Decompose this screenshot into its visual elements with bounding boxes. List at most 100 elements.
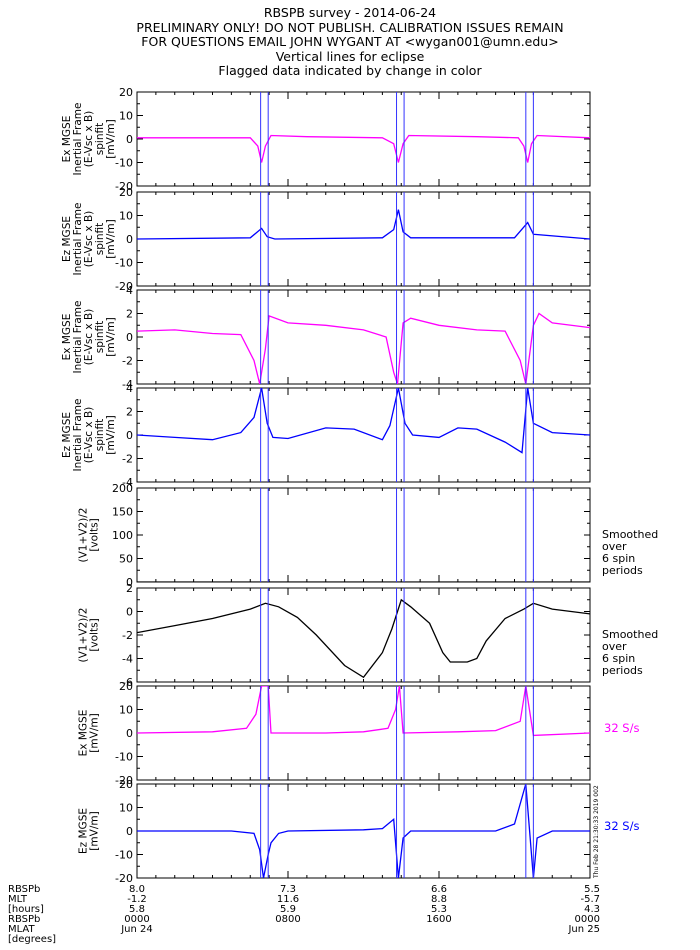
y-axis-label-line: Ez MGSE	[78, 808, 90, 854]
y-tick-label: 10	[119, 110, 133, 123]
ephemeris-value-mlt: 6.6	[431, 884, 447, 895]
y-tick-label: 0	[126, 233, 133, 246]
timestamp-stamp: Thu Feb 28 21:30:33 2019 002	[593, 785, 600, 879]
y-axis-label-line: [volts]	[89, 618, 101, 651]
panel-ez3: 20 10 0 -10 -20 Ez MGSE [mV/m] 32 S/s	[78, 778, 640, 885]
ephemeris-value-l: 5.8	[129, 904, 145, 915]
chart-header: RBSPB survey - 2014-06-24 PRELIMINARY ON…	[0, 5, 700, 79]
y-tick-label: 0	[126, 825, 133, 838]
y-axis-label-line: Ex MGSE	[61, 116, 73, 163]
y-tick-label: -10	[115, 257, 133, 270]
warning-line-1: PRELIMINARY ONLY! DO NOT PUBLISH. CALIBR…	[136, 19, 564, 35]
ephemeris-row-label: MLAT	[8, 924, 35, 935]
y-tick-label: -10	[115, 849, 133, 862]
y-axis-label-line: [mV/m]	[89, 713, 101, 752]
timestamp-text: Thu Feb 28 21:30:33 2019 002	[593, 785, 600, 879]
y-axis-label-line: spinfit	[94, 321, 106, 353]
ephemeris-row-label: [hours]	[8, 904, 44, 915]
y-axis-label: Ex MGSE Inertial Frame (E-Vsc x B) spinfit[…	[61, 301, 117, 374]
y-tick-label: -2	[122, 355, 133, 368]
y-axis-label-line: Ex MGSE	[78, 710, 90, 757]
y-axis-label-line: [mV/m]	[89, 811, 101, 850]
sample-rate-label: 32 S/s	[604, 819, 639, 833]
panel-ex2: 4 2 0 -2 -4 Ex MGSE Inertial Frame (E-Vsc x B) s…	[61, 284, 591, 391]
y-axis-label-line: (E-Vsc x B)	[83, 211, 95, 268]
chart-title: RBSPB survey - 2014-06-24	[263, 5, 437, 20]
ephemeris-value-time: 1600	[426, 914, 451, 925]
ephemeris-value-mlt: 5.5	[584, 884, 600, 895]
y-tick-label: 10	[119, 704, 133, 717]
y-tick-label: 4	[126, 382, 133, 395]
y-axis-label-line: spinfit	[94, 123, 106, 155]
y-tick-label: 0	[126, 429, 133, 442]
y-tick-label: 20	[119, 778, 133, 791]
y-tick-label: 100	[112, 529, 133, 542]
y-tick-label: 0	[126, 576, 133, 589]
y-tick-label: 4	[126, 284, 133, 297]
y-axis-label: (V1+V2)/2 [volts]	[78, 608, 101, 663]
y-tick-label: 10	[119, 802, 133, 815]
y-tick-label: -10	[115, 751, 133, 764]
ephemeris-value-mlt: 7.3	[280, 884, 296, 895]
series-line-ez1	[137, 209, 590, 240]
y-tick-label: -20	[115, 280, 133, 293]
ephemeris-value-time: 0800	[275, 914, 300, 925]
y-axis-label: (V1+V2)/2 [volts]	[78, 508, 101, 563]
ephemeris-value-time: 0000	[124, 914, 149, 925]
y-axis-label-line: [mV/m]	[105, 219, 117, 258]
series-note: over	[602, 540, 627, 553]
series-line-ex3	[137, 686, 590, 737]
panel-frame	[136, 487, 591, 583]
y-tick-label: 0	[126, 606, 133, 619]
y-axis-label-line: Inertial Frame	[72, 203, 84, 276]
ephemeris-value-date: Jun 24	[120, 924, 153, 935]
y-axis-label-line: Inertial Frame	[72, 399, 84, 472]
y-axis-label-line: Inertial Frame	[72, 103, 84, 176]
flag-note: Flagged data indicated by change in colo…	[218, 63, 482, 78]
y-axis-label: Ex MGSE Inertial Frame (E-Vsc x B) spinfit[…	[61, 103, 117, 176]
series-line-v2	[137, 598, 590, 679]
panel-v1: 200 150 100 50 0 (V1+V2)/2 [volts] Smoothedover…	[78, 482, 659, 589]
y-tick-label: 0	[126, 727, 133, 740]
y-tick-label: -2	[122, 629, 133, 642]
y-tick-label: 150	[112, 506, 133, 519]
series-note: Smoothed	[602, 628, 658, 641]
series-line-ez3	[137, 784, 590, 878]
ephemeris-value-mlat: -1.2	[127, 894, 147, 905]
series-note: Smoothed	[602, 528, 658, 541]
ephemeris-row-label: RBSPb	[8, 914, 40, 925]
ephemeris-value-mlat: -5.7	[580, 894, 600, 905]
y-axis-label-line: Ex MGSE	[61, 314, 73, 361]
ephemeris-row-label: RBSPb	[8, 884, 40, 895]
y-axis-label-line: Ez MGSE	[61, 412, 73, 458]
y-axis-label-line: Inertial Frame	[72, 301, 84, 374]
y-axis-label-line: (E-Vsc x B)	[83, 407, 95, 464]
y-tick-label: -4	[122, 653, 133, 666]
series-line-ez2	[137, 388, 590, 454]
y-tick-label: -2	[122, 453, 133, 466]
series-note: over	[602, 640, 627, 653]
panel-ex3: 20 10 0 -10 -20 Ex MGSE [mV/m] 32 S/s	[78, 680, 640, 787]
panel-frame	[136, 191, 591, 287]
ephemeris-row-label: [degrees]	[8, 934, 56, 945]
series-note: periods	[602, 564, 643, 577]
y-tick-label: -4	[122, 378, 133, 391]
y-tick-label: 0	[126, 133, 133, 146]
panel-frame	[136, 387, 591, 483]
ephemeris-value-mlt: 8.0	[129, 884, 145, 895]
y-axis-label-line: [volts]	[89, 518, 101, 551]
panel-frame	[136, 587, 591, 683]
ephemeris-value-l: 5.9	[280, 904, 296, 915]
y-tick-label: 50	[119, 553, 133, 566]
ephemeris-value-mlat: 8.8	[431, 894, 447, 905]
panel-ez1: 20 10 0 -10 -20 Ez MGSE Inertial Frame (E-Vsc x…	[61, 186, 591, 293]
panel-ez2: 4 2 0 -2 -4 Ez MGSE Inertial Frame (E-Vsc x B) s…	[61, 382, 591, 489]
y-tick-label: -6	[122, 676, 133, 689]
y-tick-label: 0	[126, 331, 133, 344]
y-tick-label: -20	[115, 180, 133, 193]
panel-frame	[136, 91, 591, 187]
series-note: 6 spin	[602, 552, 635, 565]
y-tick-label: -4	[122, 476, 133, 489]
y-tick-label: -20	[115, 774, 133, 787]
